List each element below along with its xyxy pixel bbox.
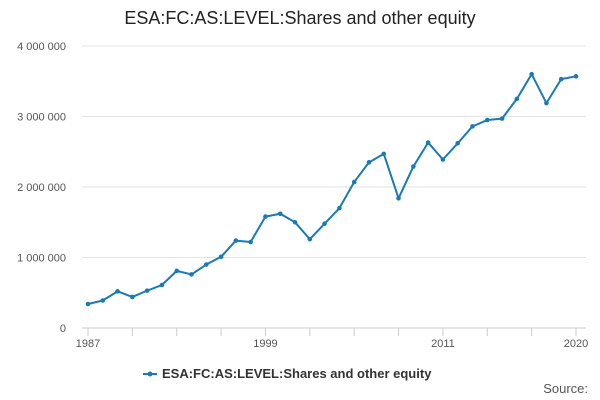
data-point[interactable] [425,140,431,145]
data-point[interactable] [159,282,165,288]
data-point[interactable] [292,219,298,225]
data-point[interactable] [396,195,401,201]
data-point[interactable] [455,140,460,146]
data-point[interactable] [307,236,313,242]
legend-marker-swatch [147,371,153,377]
data-point[interactable] [263,214,268,219]
y-tick-label: 3 000 000 [17,112,66,124]
series-group [85,71,579,307]
chart-title: ESA:FC:AS:LEVEL:Shares and other equity [124,8,475,28]
data-point[interactable] [218,254,224,260]
data-point[interactable] [174,268,180,274]
data-point[interactable] [351,179,357,185]
y-tick-label: 1 000 000 [17,253,66,265]
data-point[interactable] [499,116,505,121]
data-point[interactable] [558,76,564,82]
x-tick-label: 1999 [253,338,277,350]
data-point[interactable] [411,164,416,169]
data-point[interactable] [544,100,549,106]
x-tick-label: 1987 [76,338,100,350]
data-point[interactable] [130,294,135,300]
gridlines [82,45,586,258]
y-tick-label: 4 000 000 [17,41,66,53]
data-point[interactable] [514,96,520,102]
data-point[interactable] [440,157,446,162]
data-point[interactable] [366,160,372,165]
data-point[interactable] [277,211,283,217]
data-point[interactable] [337,205,342,211]
data-point[interactable] [100,298,106,303]
data-point[interactable] [470,124,475,129]
legend-label: ESA:FC:AS:LEVEL:Shares and other equity [162,366,432,381]
data-point[interactable] [573,74,579,79]
data-point[interactable] [381,151,387,157]
data-point[interactable] [484,117,490,123]
data-point[interactable] [322,221,327,226]
legend[interactable]: ESA:FC:AS:LEVEL:Shares and other equity [143,366,432,381]
data-point[interactable] [248,239,253,245]
source-label: Source: [543,381,588,396]
data-point[interactable] [189,272,194,277]
x-tick-label: 2020 [564,338,588,350]
series-line [87,73,577,306]
data-point[interactable] [529,71,534,77]
data-point[interactable] [144,288,150,293]
data-point[interactable] [204,262,209,267]
y-tick-label: 0 [60,323,66,335]
x-tick-label: 2011 [431,338,455,350]
data-point[interactable] [233,238,239,243]
y-tick-label: 2 000 000 [17,182,66,194]
x-axis: 1987 1999 2011 2020 [76,327,588,350]
data-point[interactable] [85,301,91,307]
y-axis: 0 1 000 000 2 000 000 3 000 000 4 000 000 [17,41,66,335]
data-point[interactable] [115,289,120,294]
